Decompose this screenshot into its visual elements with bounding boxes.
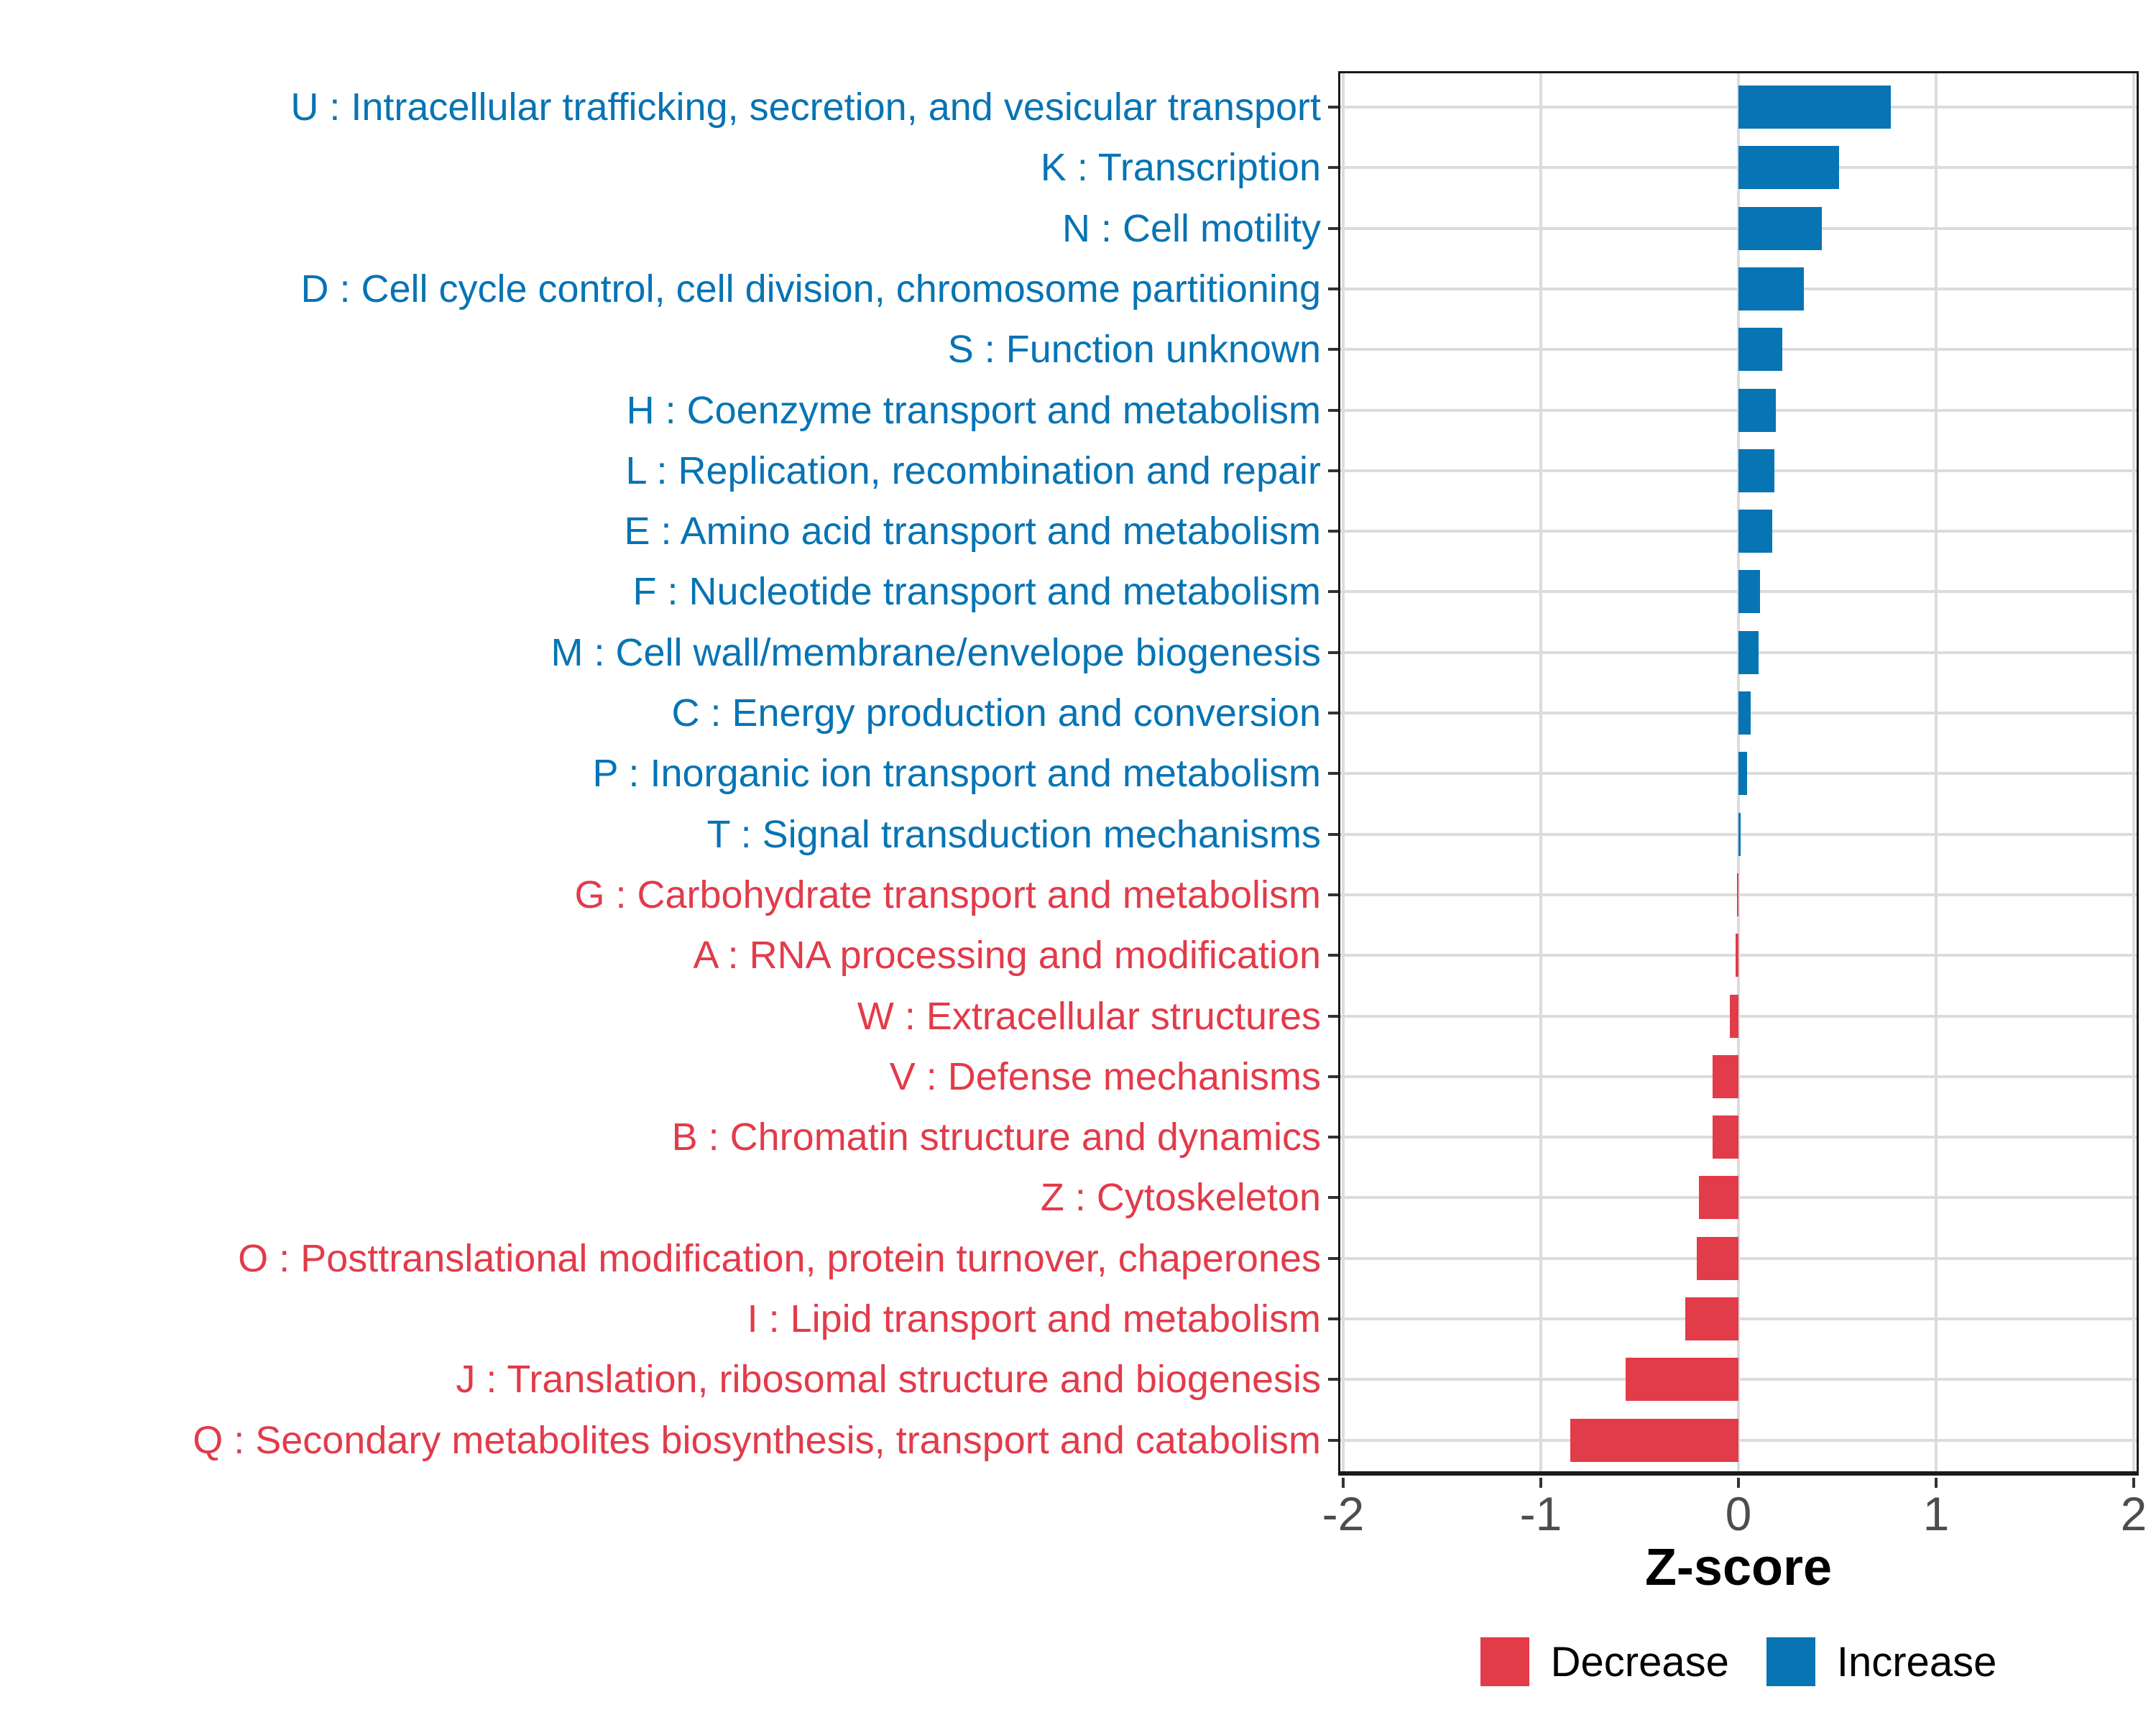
- x-tick-label: 1: [1922, 1487, 1950, 1540]
- category-label: Q : Secondary metabolites biosynthesis, …: [193, 1418, 1321, 1462]
- category-label: M : Cell wall/membrane/envelope biogenes…: [550, 630, 1321, 674]
- bar: [1738, 448, 1774, 492]
- bar: [1738, 510, 1772, 553]
- bar: [1738, 752, 1748, 796]
- y-tick-mark: [1328, 590, 1338, 594]
- category-label: D : Cell cycle control, cell division, c…: [300, 267, 1321, 310]
- bar: [1738, 570, 1761, 614]
- category-label: N : Cell motility: [1061, 206, 1321, 250]
- category-label: W : Extracellular structures: [857, 994, 1321, 1038]
- x-tick-label: -2: [1322, 1487, 1365, 1540]
- x-tick-mark: [1935, 1478, 1938, 1488]
- category-label: E : Amino acid transport and metabolism: [624, 510, 1321, 553]
- bar: [1738, 388, 1777, 432]
- bar: [1729, 994, 1738, 1038]
- category-label: B : Chromatin structure and dynamics: [671, 1116, 1321, 1159]
- bar: [1735, 934, 1738, 978]
- y-tick-mark: [1328, 530, 1338, 533]
- y-gridline: [1340, 1438, 2137, 1442]
- bar: [1738, 630, 1759, 674]
- bar: [1738, 86, 1891, 129]
- bar: [1738, 691, 1751, 735]
- category-label: V : Defense mechanisms: [889, 1054, 1321, 1098]
- category-label: L : Replication, recombination and repai…: [625, 448, 1321, 492]
- bar: [1697, 1236, 1738, 1280]
- y-gridline: [1340, 1196, 2137, 1200]
- x-axis-title: Z-score: [1644, 1539, 1833, 1596]
- bar: [1738, 812, 1741, 856]
- bar: [1738, 328, 1782, 372]
- category-label: U : Intracellular trafficking, secretion…: [290, 86, 1321, 129]
- y-tick-mark: [1328, 1317, 1338, 1320]
- y-tick-mark: [1328, 954, 1338, 957]
- x-tick-mark: [1342, 1478, 1345, 1488]
- bar: [1626, 1358, 1738, 1402]
- y-gridline: [1340, 1014, 2137, 1018]
- legend-label-decrease: Decrease: [1550, 1638, 1729, 1685]
- bar: [1738, 146, 1840, 190]
- decrease-swatch-icon: [1480, 1637, 1529, 1686]
- y-tick-mark: [1328, 832, 1338, 836]
- legend-label-increase: Increase: [1836, 1638, 1997, 1685]
- category-label: J : Translation, ribosomal structure and…: [456, 1358, 1321, 1402]
- bar: [1713, 1054, 1738, 1098]
- x-tick-mark: [1737, 1478, 1740, 1488]
- category-label: Z : Cytoskeleton: [1040, 1176, 1321, 1220]
- bar: [1685, 1297, 1738, 1340]
- category-label: A : RNA processing and modification: [693, 934, 1321, 978]
- increase-swatch-icon: [1766, 1637, 1815, 1686]
- y-gridline: [1340, 1136, 2137, 1139]
- legend-item-increase: Increase: [1766, 1637, 1996, 1686]
- category-label: T : Signal transduction mechanisms: [706, 812, 1321, 856]
- bar: [1699, 1176, 1738, 1220]
- y-gridline: [1340, 1075, 2137, 1078]
- y-gridline: [1340, 1256, 2137, 1260]
- legend-item-decrease: Decrease: [1480, 1637, 1729, 1686]
- y-tick-mark: [1328, 1256, 1338, 1260]
- y-tick-mark: [1328, 712, 1338, 714]
- bar: [1713, 1116, 1738, 1159]
- bar: [1738, 206, 1822, 250]
- category-label: S : Function unknown: [947, 328, 1321, 372]
- y-tick-mark: [1328, 650, 1338, 654]
- y-tick-mark: [1328, 1378, 1338, 1381]
- category-label: C : Energy production and conversion: [671, 691, 1321, 735]
- category-label: O : Posttranslational modification, prot…: [238, 1236, 1321, 1280]
- y-gridline: [1340, 893, 2137, 896]
- category-label: P : Inorganic ion transport and metaboli…: [592, 752, 1321, 796]
- y-tick-mark: [1328, 469, 1338, 472]
- y-tick-mark: [1328, 1438, 1338, 1442]
- bar: [1570, 1418, 1738, 1462]
- y-tick-mark: [1328, 893, 1338, 896]
- y-tick-mark: [1328, 1136, 1338, 1139]
- y-tick-mark: [1328, 106, 1338, 109]
- plot-panel: [1338, 71, 2139, 1476]
- y-tick-mark: [1328, 1075, 1338, 1078]
- y-gridline: [1340, 1378, 2137, 1381]
- category-label: F : Nucleotide transport and metabolism: [632, 570, 1321, 614]
- category-label: G : Carbohydrate transport and metabolis…: [574, 873, 1322, 916]
- x-tick-mark: [2132, 1478, 2135, 1488]
- y-tick-mark: [1328, 226, 1338, 230]
- bar: [1737, 873, 1738, 916]
- category-label: K : Transcription: [1040, 146, 1321, 190]
- x-tick-label: 0: [1725, 1487, 1752, 1540]
- y-tick-mark: [1328, 772, 1338, 776]
- y-tick-mark: [1328, 287, 1338, 290]
- y-gridline: [1340, 1317, 2137, 1320]
- category-label: I : Lipid transport and metabolism: [747, 1297, 1321, 1340]
- y-tick-mark: [1328, 408, 1338, 412]
- x-tick-mark: [1539, 1478, 1542, 1488]
- y-tick-mark: [1328, 348, 1338, 351]
- x-tick-label: 2: [2120, 1487, 2147, 1540]
- y-tick-mark: [1328, 1014, 1338, 1018]
- legend: Decrease Increase: [1266, 1637, 2156, 1686]
- category-label: H : Coenzyme transport and metabolism: [626, 388, 1321, 432]
- y-gridline: [1340, 954, 2137, 957]
- y-tick-mark: [1328, 166, 1338, 170]
- x-tick-label: -1: [1519, 1487, 1562, 1540]
- bar: [1738, 267, 1804, 310]
- y-tick-mark: [1328, 1196, 1338, 1200]
